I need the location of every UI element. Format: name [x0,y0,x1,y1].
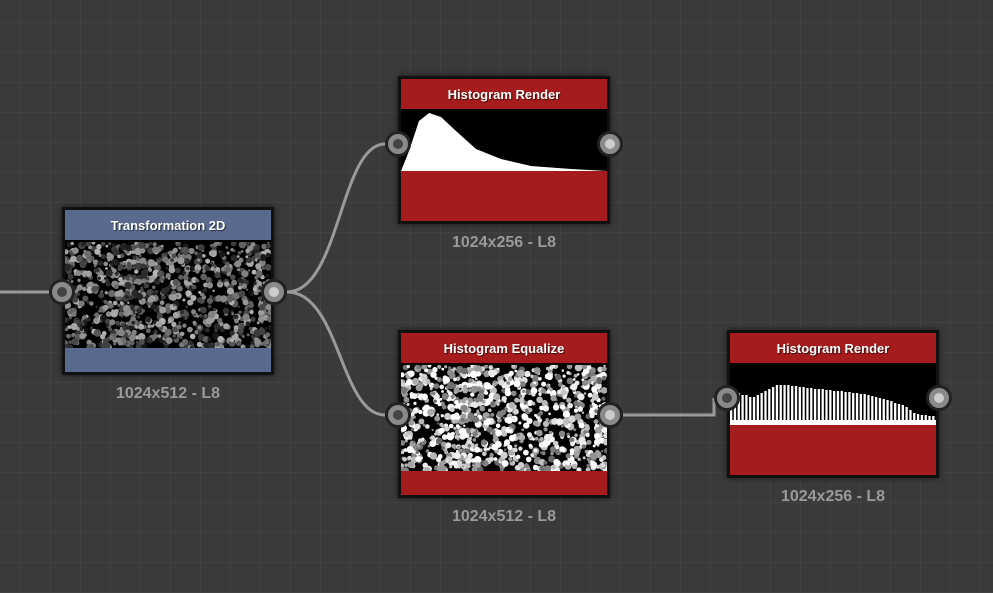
node-header: Histogram Render [401,79,607,111]
output-port[interactable] [926,385,952,411]
input-port[interactable] [385,402,411,428]
node-footer [401,171,607,221]
node-caption: 1024x256 - L8 [727,488,939,506]
node-preview [401,111,607,171]
input-port[interactable] [49,279,75,305]
input-port[interactable] [385,131,411,157]
node-transformation-2d[interactable]: Transformation 2D [62,207,274,375]
node-preview [65,242,271,348]
node-caption: 1024x256 - L8 [398,234,610,252]
node-caption: 1024x512 - L8 [62,385,274,403]
input-port[interactable] [714,385,740,411]
preview-texture [401,365,607,471]
node-title: Histogram Render [448,87,561,102]
node-preview [401,365,607,471]
node-title: Transformation 2D [111,218,226,233]
node-footer [401,471,607,495]
node-header: Transformation 2D [65,210,271,242]
node-footer [730,425,936,475]
output-port[interactable] [261,279,287,305]
node-caption: 1024x512 - L8 [398,508,610,526]
node-title: Histogram Render [777,341,890,356]
node-footer [65,348,271,372]
node-preview [730,365,936,425]
histogram-curve [401,111,607,171]
node-histogram-render-bottom[interactable]: Histogram Render [727,330,939,478]
preview-texture [65,242,271,348]
node-histogram-render-top[interactable]: Histogram Render [398,76,610,224]
histogram-bars [730,365,936,425]
output-port[interactable] [597,131,623,157]
node-title: Histogram Equalize [444,341,565,356]
output-port[interactable] [597,402,623,428]
node-header: Histogram Equalize [401,333,607,365]
node-histogram-equalize[interactable]: Histogram Equalize [398,330,610,498]
node-header: Histogram Render [730,333,936,365]
